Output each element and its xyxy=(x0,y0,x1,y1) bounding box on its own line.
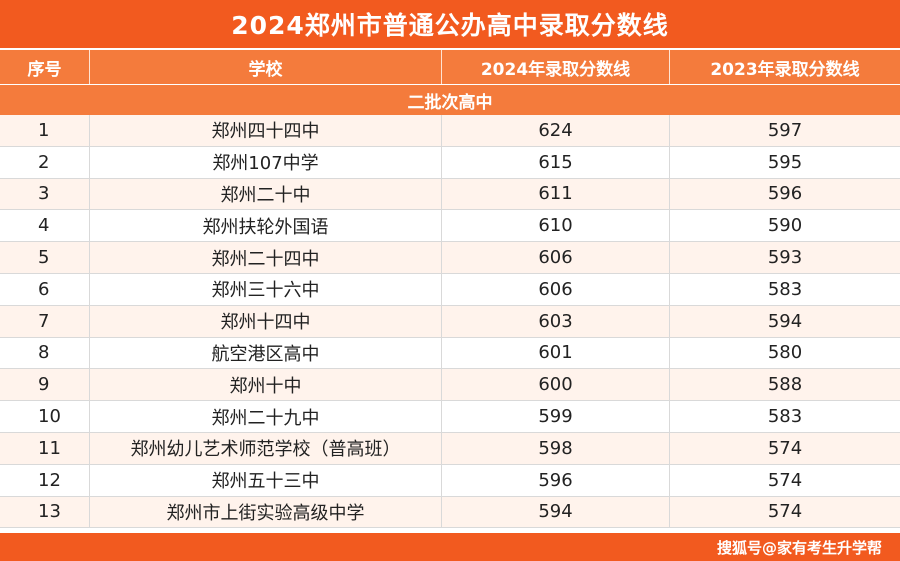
row-number: 9 xyxy=(0,369,90,401)
table-row: 7 郑州十四中 603 594 xyxy=(0,305,900,338)
row-number: 6 xyxy=(0,273,90,305)
row-number: 5 xyxy=(0,242,90,273)
table-row: 9 郑州十中 600 588 xyxy=(0,369,900,402)
score-2024: 615 xyxy=(442,146,670,178)
header-score-2024: 2024年录取分数线 xyxy=(442,50,670,84)
score-2024: 601 xyxy=(442,337,670,369)
score-2024: 598 xyxy=(442,432,670,464)
table-row: 6 郑州三十六中 606 583 xyxy=(0,273,900,306)
school-name: 郑州二十九中 xyxy=(90,401,442,432)
school-name: 郑州扶轮外国语 xyxy=(90,210,442,242)
score-2023: 574 xyxy=(767,437,803,459)
table-row: 8 航空港区高中 601 580 xyxy=(0,337,900,370)
score-2024: 610 xyxy=(442,210,670,242)
score-2023: 593 xyxy=(767,247,803,269)
header-school: 学校 xyxy=(90,50,442,84)
school-name: 郑州四十四中 xyxy=(90,115,442,146)
table-row: 3 郑州二十中 611 596 xyxy=(0,178,900,211)
score-2024: 596 xyxy=(442,464,670,496)
school-name: 郑州市上街实验高级中学 xyxy=(90,496,442,528)
score-2023: 596 xyxy=(767,183,803,205)
table-title: 2024郑州市普通公办高中录取分数线 xyxy=(0,0,900,48)
table-header: 序号 学校 2024年录取分数线 2023年录取分数线 xyxy=(0,48,900,84)
footer-bar: 搜狐号@家有考生升学帮 xyxy=(0,533,900,561)
table-row: 1 郑州四十四中 624 597 xyxy=(0,115,900,147)
row-number: 8 xyxy=(0,337,90,369)
score-2023: 574 xyxy=(767,469,803,491)
score-2023: 583 xyxy=(767,406,803,428)
score-2024: 599 xyxy=(442,401,670,432)
table-body: 1 郑州四十四中 624 597 2 郑州107中学 615 595 3 郑州二十中 611 596 4… xyxy=(0,115,900,529)
score-2023: 583 xyxy=(767,278,803,300)
school-name: 郑州幼儿艺术师范学校（普高班） xyxy=(90,432,442,464)
row-number: 3 xyxy=(0,178,90,210)
score-2023: 574 xyxy=(767,501,803,523)
score-2023: 595 xyxy=(767,151,803,173)
header-score-2023: 2023年录取分数线 xyxy=(710,59,860,80)
watermark-text: 搜狐号@家有考生升学帮 xyxy=(716,538,882,557)
school-name: 航空港区高中 xyxy=(90,337,442,369)
score-2023: 594 xyxy=(767,310,803,332)
score-2024: 611 xyxy=(442,178,670,210)
score-2024: 600 xyxy=(442,369,670,401)
table-row: 4 郑州扶轮外国语 610 590 xyxy=(0,210,900,243)
row-number: 1 xyxy=(0,115,90,146)
score-2023: 597 xyxy=(767,119,803,141)
row-number: 2 xyxy=(0,146,90,178)
school-name: 郑州二十四中 xyxy=(90,242,442,273)
table-row: 2 郑州107中学 615 595 xyxy=(0,146,900,179)
row-number: 4 xyxy=(0,210,90,242)
score-2024: 594 xyxy=(442,496,670,528)
table-row: 11 郑州幼儿艺术师范学校（普高班） 598 574 xyxy=(0,432,900,465)
section-label: 二批次高中 xyxy=(0,84,900,115)
row-number: 10 xyxy=(0,401,90,432)
row-number: 13 xyxy=(0,496,90,528)
school-name: 郑州十四中 xyxy=(90,305,442,337)
header-no: 序号 xyxy=(0,50,90,84)
row-number: 7 xyxy=(0,305,90,337)
score-2023: 588 xyxy=(767,374,803,396)
score-2024: 606 xyxy=(442,242,670,273)
table-row: 13 郑州市上街实验高级中学 594 574 xyxy=(0,496,900,529)
table-row: 12 郑州五十三中 596 574 xyxy=(0,464,900,497)
score-2024: 624 xyxy=(442,115,670,146)
school-name: 郑州五十三中 xyxy=(90,464,442,496)
table-row: 5 郑州二十四中 606 593 xyxy=(0,242,900,274)
school-name: 郑州三十六中 xyxy=(90,273,442,305)
score-2023: 590 xyxy=(767,215,803,237)
row-number: 11 xyxy=(0,432,90,464)
table-row: 10 郑州二十九中 599 583 xyxy=(0,401,900,433)
score-2023: 580 xyxy=(767,342,803,364)
school-name: 郑州107中学 xyxy=(90,146,442,178)
score-2024: 606 xyxy=(442,273,670,305)
school-name: 郑州二十中 xyxy=(90,178,442,210)
score-2024: 603 xyxy=(442,305,670,337)
school-name: 郑州十中 xyxy=(90,369,442,401)
row-number: 12 xyxy=(0,464,90,496)
